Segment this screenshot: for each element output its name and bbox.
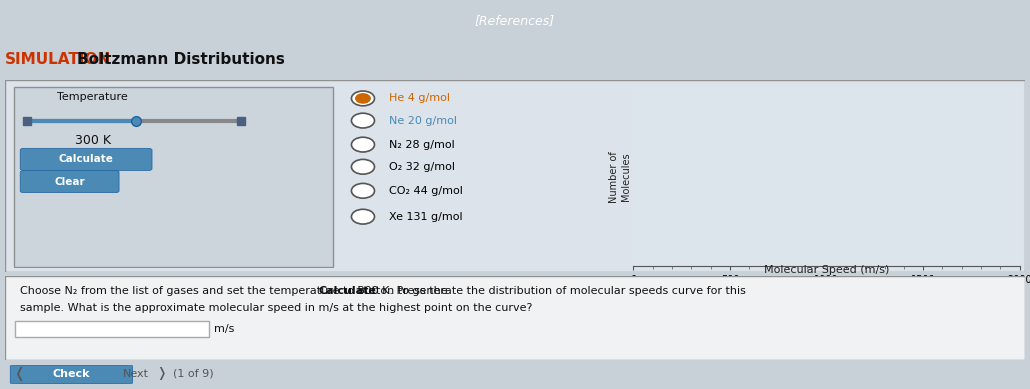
FancyBboxPatch shape [13,88,334,266]
Text: Temperature: Temperature [58,91,128,102]
Text: SIMULATION: SIMULATION [5,52,111,67]
FancyBboxPatch shape [15,321,209,337]
FancyBboxPatch shape [21,148,152,170]
Circle shape [351,184,375,198]
Text: Clear: Clear [55,177,84,187]
Text: [References]: [References] [475,14,555,27]
Text: sample. What is the approximate molecular speed in m/s at the highest point on t: sample. What is the approximate molecula… [21,303,533,313]
Text: He 4 g/mol: He 4 g/mol [389,93,450,103]
Circle shape [351,137,375,152]
Text: Choose N₂ from the list of gases and set the temperature to 300 K. Press the: Choose N₂ from the list of gases and set… [21,286,451,296]
Text: CO₂ 44 g/mol: CO₂ 44 g/mol [389,186,462,196]
Text: Molecular Speed (m/s): Molecular Speed (m/s) [764,265,889,275]
Text: ❭: ❭ [157,367,167,380]
Text: (1 of 9): (1 of 9) [173,369,214,379]
Text: Check: Check [53,369,91,379]
Text: Boltzmann Distributions: Boltzmann Distributions [77,52,285,67]
Circle shape [355,94,370,103]
Text: button to generate the distribution of molecular speeds curve for this: button to generate the distribution of m… [353,286,746,296]
Circle shape [351,209,375,224]
Text: 300 K: 300 K [75,135,110,147]
Circle shape [351,159,375,174]
Text: Xe 131 g/mol: Xe 131 g/mol [389,212,462,222]
FancyBboxPatch shape [5,80,1025,272]
Text: ❬: ❬ [13,367,25,381]
FancyBboxPatch shape [21,170,119,193]
Text: Calculate: Calculate [59,154,113,165]
Circle shape [351,91,375,106]
Y-axis label: Number of
Molecules: Number of Molecules [609,151,630,203]
FancyBboxPatch shape [5,276,1025,360]
Text: N₂ 28 g/mol: N₂ 28 g/mol [389,140,454,150]
Text: Next: Next [123,369,148,379]
Text: O₂ 32 g/mol: O₂ 32 g/mol [389,162,455,172]
Text: Ne 20 g/mol: Ne 20 g/mol [389,116,457,126]
Text: m/s: m/s [214,324,235,334]
Text: Calculate: Calculate [319,286,377,296]
FancyBboxPatch shape [10,365,133,384]
Circle shape [351,113,375,128]
